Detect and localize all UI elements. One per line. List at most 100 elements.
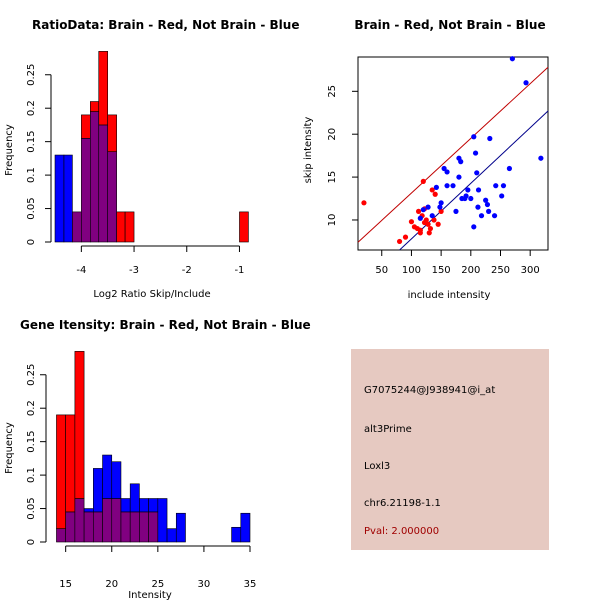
scatter-title: Brain - Red, Not Brain - Blue [354, 18, 545, 32]
scatter-point-brain [396, 238, 403, 245]
scatter-point-not-brain [444, 183, 450, 189]
ratio-y-tick-label: 0.1 [26, 167, 37, 183]
gene-xlabel: Intensity [128, 590, 172, 600]
p-value: Pval: 2.000000 [364, 526, 440, 537]
scatter-point-not-brain [471, 224, 477, 230]
scatter-point-not-brain [506, 165, 513, 172]
scatter-point-not-brain [474, 170, 480, 176]
ratio-bar-overlap [81, 138, 91, 243]
scatter-point-not-brain [417, 215, 423, 221]
scatter-point-not-brain [499, 193, 505, 199]
scatter-fit-lines [357, 66, 549, 251]
scatter-point-not-brain [468, 195, 474, 202]
scatter-point-not-brain [484, 201, 491, 208]
ratio-y-tick-label: 0.2 [26, 100, 37, 116]
scatter-point-not-brain [487, 135, 493, 142]
gene-ylabel: Frequency [4, 422, 15, 474]
scatter-axes: 50 100 150 200 250 300 10 15 20 25 [327, 85, 540, 276]
event-type: alt3Prime [364, 424, 412, 435]
scatter-point-not-brain [538, 155, 544, 161]
gene-bar-overlap [74, 498, 85, 543]
scatter-y-tick-label: 10 [327, 214, 338, 227]
ratio-bar-brain [116, 211, 126, 243]
scatter-point-not-brain [456, 174, 462, 180]
gene-bar-not-brain [231, 526, 242, 543]
gene-bar-not-brain [129, 483, 140, 513]
gene-y-tick-label: 0 [26, 539, 37, 545]
info-panel: G7075244@J938941@i_at alt3Prime Loxl3 ch… [351, 349, 549, 550]
gene-x-tick-label: 20 [105, 579, 118, 590]
gene-y-tick-label: 0.1 [26, 467, 37, 483]
gene-bar-not-brain [240, 512, 251, 543]
genomic-location: chr6.21198-1.1 [364, 498, 441, 509]
gene-bar-not-brain [175, 512, 186, 543]
gene-title: Gene Itensity: Brain - Red, Not Brain - … [20, 318, 311, 332]
scatter-box [357, 56, 549, 251]
probe-id: G7075244@J938941@i_at [364, 385, 496, 396]
ratio-axes: -4 -3 -2 -1 0 0.05 0.1 0.15 0.2 0.25 [26, 64, 244, 276]
gene-name: Loxl3 [364, 461, 391, 472]
ratio-x-tick-label: -4 [76, 265, 86, 276]
scatter-point-brain [438, 208, 444, 214]
scatter-x-tick-label: 100 [402, 265, 421, 276]
scatter-point-not-brain [438, 200, 444, 206]
scatter-point-not-brain [420, 207, 426, 213]
scatter-points [361, 56, 544, 245]
scatter-point-not-brain [493, 183, 499, 189]
ratio-ylabel: Frequency [4, 124, 15, 176]
gene-bar-brain [74, 351, 85, 499]
scatter-point-not-brain [500, 183, 507, 189]
ratio-bar-not-brain [54, 154, 65, 243]
scatter-y-tick-label: 15 [327, 171, 338, 184]
scatter-point-not-brain [491, 213, 498, 219]
scatter-point-not-brain [475, 187, 482, 193]
ratio-y-tick-label: 0.15 [26, 131, 37, 153]
gene-bar-overlap [56, 528, 66, 543]
scatter-point-brain [435, 221, 441, 227]
scatter-point-brain [426, 230, 432, 236]
scatter-point-not-brain [429, 213, 435, 219]
intensity-scatter: Brain - Red, Not Brain - Blue 50 100 150 20… [303, 18, 549, 301]
ratio-x-tick-label: -2 [182, 265, 192, 276]
gene-bar-not-brain [120, 498, 131, 513]
gene-bar-not-brain [111, 461, 122, 499]
ratio-x-tick-label: -1 [234, 265, 244, 276]
gene-bar-overlap [111, 498, 122, 543]
gene-y-tick-label: 0.15 [26, 431, 37, 453]
scatter-x-tick-label: 200 [461, 265, 480, 276]
ratio-bar-brain [98, 51, 109, 126]
scatter-point-brain [427, 225, 434, 232]
gene-bar-overlap [93, 511, 103, 543]
scatter-point-not-brain [437, 204, 443, 210]
ratio-bar-brain [239, 211, 249, 243]
scatter-point-not-brain [462, 195, 468, 202]
ratio-bar-not-brain [63, 154, 73, 243]
gene-x-tick-label: 35 [244, 579, 257, 590]
ratio-bars [54, 51, 249, 243]
ratio-title: RatioData: Brain - Red, Not Brain - Blue [32, 18, 299, 32]
gene-bar-not-brain [148, 498, 159, 513]
ratio-bar-overlap [90, 111, 100, 243]
ratio-bar-brain [124, 211, 135, 243]
gene-bar-overlap [102, 498, 113, 543]
scatter-point-not-brain [509, 56, 515, 62]
gene-bar-not-brain [166, 528, 177, 543]
scatter-point-not-brain [483, 197, 489, 203]
gene-y-tick-label: 0.05 [26, 497, 37, 519]
scatter-point-not-brain [478, 213, 485, 219]
scatter-point-not-brain [486, 208, 492, 214]
gene-bar-not-brain [102, 454, 113, 499]
gene-bar-overlap [83, 511, 94, 543]
gene-bar-overlap [120, 511, 131, 543]
scatter-point-brain [402, 234, 409, 240]
scatter-point-brain [408, 219, 415, 225]
scatter-point-brain [420, 178, 426, 184]
ratio-y-tick-label: 0.25 [26, 64, 37, 86]
gene-bar-not-brain [157, 498, 168, 543]
gene-y-tick-label: 0.25 [26, 364, 37, 386]
gene-bar-overlap [129, 511, 140, 543]
ratio-bar-brain [81, 114, 91, 139]
gene-bar-not-brain [83, 508, 94, 513]
gene-bar-overlap [148, 511, 159, 543]
